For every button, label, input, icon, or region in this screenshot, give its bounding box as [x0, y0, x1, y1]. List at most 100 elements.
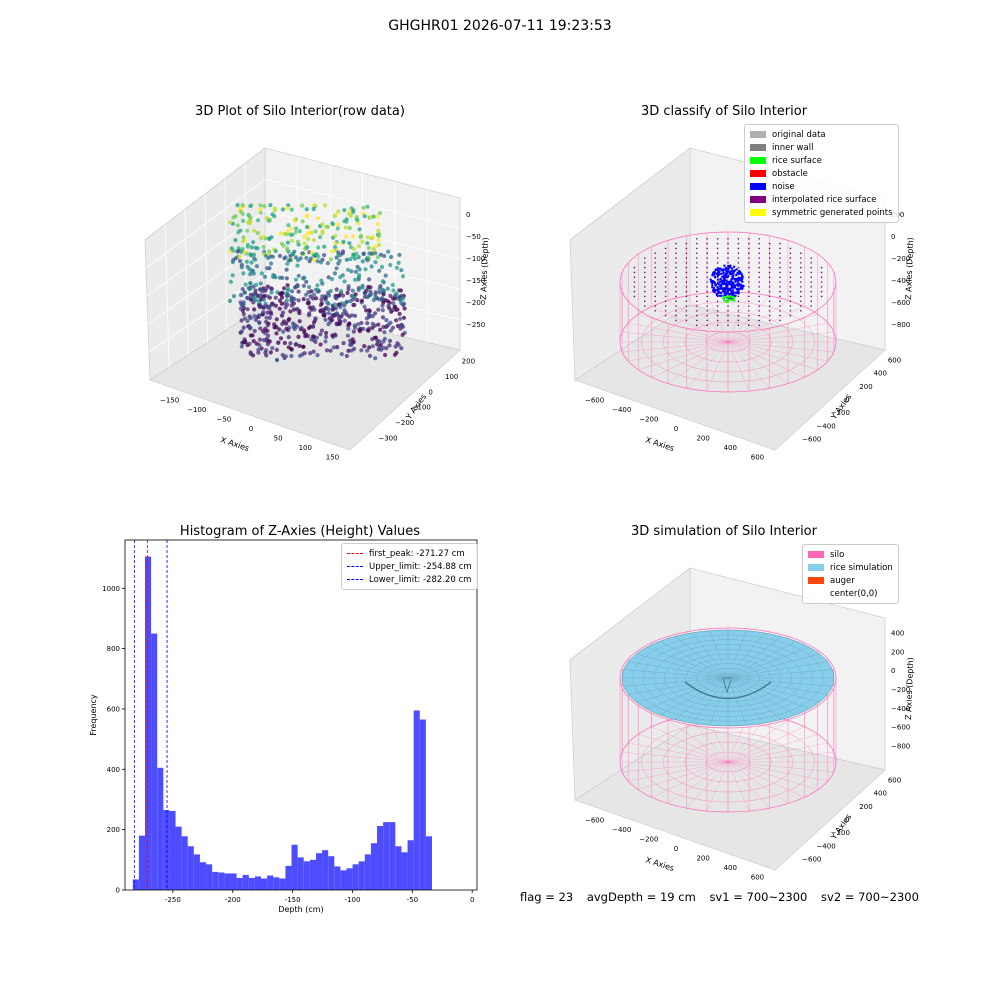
rice-surface-point [732, 299, 735, 302]
scatter-point [301, 344, 306, 349]
interpolated-point [644, 276, 646, 278]
interpolated-point [675, 319, 677, 322]
x-tick-label: −600 [585, 817, 604, 825]
scatter-point [258, 281, 263, 286]
interpolated-point [758, 324, 760, 326]
interpolated-point [810, 271, 812, 274]
interpolated-point [800, 305, 802, 307]
histogram-bar [206, 864, 213, 890]
scatter-point [341, 341, 346, 346]
scatter-point [278, 231, 283, 236]
histogram-bar [395, 846, 402, 890]
scatter-point [245, 264, 250, 269]
y-tick-label: 800 [107, 645, 120, 653]
scatter-point [270, 301, 275, 306]
histogram-bar [199, 862, 207, 890]
x-axis-label: X Axies [644, 855, 675, 873]
scatter-point [348, 213, 353, 218]
interpolated-point [696, 319, 698, 322]
interpolated-point [633, 290, 636, 293]
interpolated-point [737, 262, 740, 264]
scatter-point [328, 257, 334, 262]
interpolated-point [706, 262, 708, 264]
y-tick-label: 400 [874, 370, 887, 378]
scatter-point [267, 249, 272, 254]
scatter-point [300, 251, 305, 256]
silo-floor-spoke [727, 341, 789, 384]
z-axis-label: Z Axies (Depth) [479, 237, 490, 300]
silo-floor-spoke [727, 332, 834, 343]
interpolated-point [748, 324, 750, 326]
noise-point [731, 275, 734, 278]
histogram-bar [309, 859, 316, 890]
noise-point [715, 294, 719, 297]
scatter-point [251, 339, 256, 344]
interpolated-point [779, 252, 781, 254]
scatter-point [252, 228, 257, 233]
rice-surface-point [728, 295, 731, 297]
noise-point [737, 292, 740, 295]
interpolated-point [664, 295, 667, 298]
x-tick-labels: −600 −400 −200 0 200 400 600 [585, 397, 764, 460]
scatter-point [380, 303, 385, 308]
scatter-point [272, 208, 277, 213]
surface-mesh-spoke [727, 661, 828, 679]
interpolated-point [696, 266, 698, 269]
noise-point [720, 272, 723, 275]
scatter-point [395, 323, 400, 329]
scatter-point [367, 308, 372, 313]
interpolated-point [654, 281, 656, 283]
scatter-point [246, 286, 251, 291]
silo-floor-spoke [727, 341, 805, 378]
scatter-point [382, 253, 387, 259]
scatter-point [285, 292, 290, 297]
legend-swatch [750, 157, 766, 164]
scatter-point [337, 258, 342, 263]
y-tick-label: −100 [412, 404, 431, 412]
interpolated-point [789, 295, 792, 298]
noise-point [741, 277, 744, 280]
scatter-point [249, 245, 254, 250]
scatter-point [313, 339, 318, 344]
scatter-point [388, 293, 393, 298]
silo-floor-spoke [727, 752, 834, 763]
scatter-point [369, 251, 374, 256]
legend-swatch [808, 590, 824, 597]
noise-point [718, 291, 722, 294]
scatter-point [285, 240, 290, 245]
scatter-point [242, 290, 247, 295]
scatter-point [277, 306, 282, 311]
scatter-point [285, 248, 290, 253]
scatter-point [306, 325, 312, 331]
y-tick-label: 1000 [102, 585, 120, 593]
scatter-point [245, 342, 250, 348]
scatter-point [241, 302, 246, 307]
interpolated-point [644, 305, 646, 307]
interpolated-point [706, 281, 708, 283]
scatter-point [293, 255, 299, 260]
noise-point [734, 291, 737, 294]
noise-point [741, 286, 744, 290]
scatter-point [265, 266, 270, 271]
scatter-point [296, 298, 301, 303]
silo-floor-spoke [628, 742, 729, 763]
interpolated-point [737, 295, 740, 298]
scatter-point [297, 229, 302, 234]
rice-surface-point [726, 297, 728, 300]
scatter-point [308, 351, 313, 356]
legend-label: auger [830, 575, 855, 586]
scatter-point [325, 300, 330, 305]
scatter-point [255, 246, 260, 251]
scatter-point [318, 309, 323, 314]
scatter-point [248, 326, 253, 331]
y-tick-labels: 0 200 400 600 800 1000 [102, 585, 125, 895]
scatter-point [268, 310, 273, 315]
scatter-point [263, 288, 268, 293]
scatter-point [384, 318, 389, 323]
scatter-point [348, 257, 353, 262]
sv2-value: sv2 = 700~2300 [821, 890, 919, 904]
scatter-point [329, 249, 334, 254]
scatter-point [376, 322, 381, 327]
scatter-point [274, 317, 279, 322]
